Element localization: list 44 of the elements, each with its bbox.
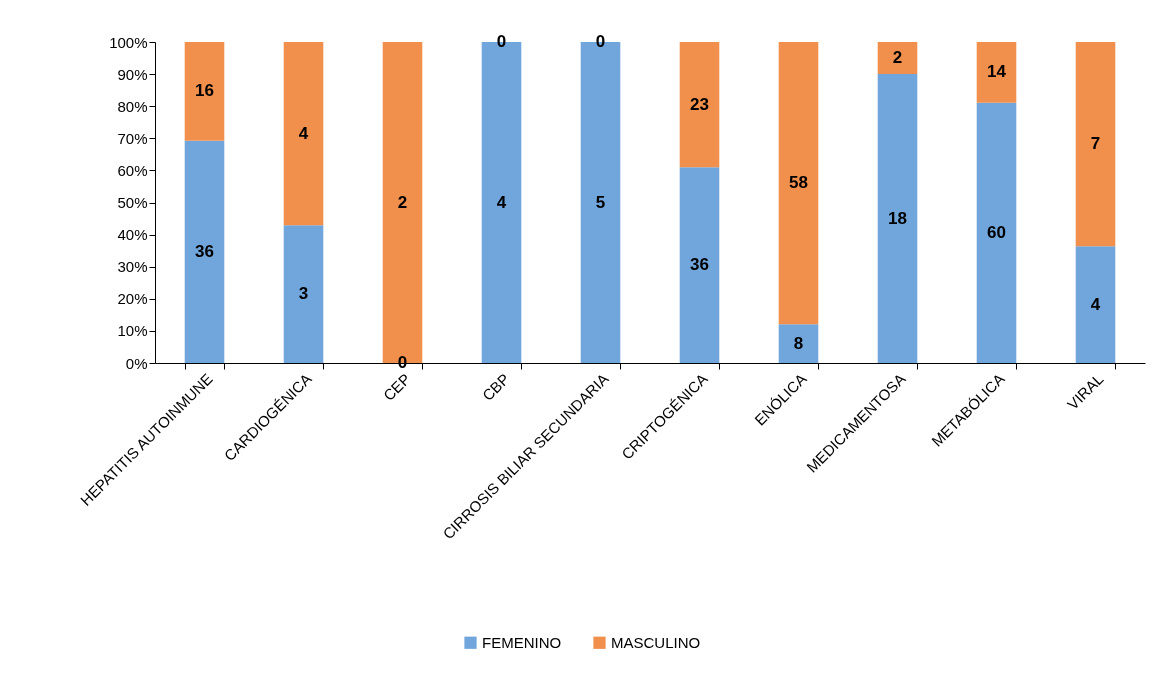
bar (976, 42, 1017, 103)
annotation: 18 (888, 208, 907, 228)
y-tick-label: 20% (117, 290, 148, 308)
bar (1075, 246, 1116, 363)
y-tick-label: 70% (117, 129, 148, 147)
y-tick-label: 90% (117, 65, 148, 83)
annotation: 5 (595, 192, 606, 212)
bar (679, 167, 720, 363)
annotation: 2 (397, 192, 408, 212)
annotation: 60 (987, 222, 1006, 242)
annotation: 36 (690, 255, 709, 275)
y-tick-label: 60% (117, 161, 148, 179)
y-tick-label: 30% (117, 258, 148, 276)
y-tick-label: 10% (117, 322, 148, 340)
annotation: 3 (298, 284, 309, 304)
annotation: 23 (690, 94, 709, 114)
annotation: 8 (793, 333, 804, 353)
bar (184, 42, 225, 141)
legend-label: MASCULINO (611, 633, 701, 651)
y-tick-label: 0% (125, 354, 148, 372)
bar (877, 74, 918, 363)
annotation: 7 (1090, 134, 1101, 154)
bar (283, 42, 324, 226)
bar (976, 102, 1017, 363)
annotation: 58 (789, 173, 808, 193)
annotation: 36 (195, 241, 214, 261)
bar (778, 324, 819, 363)
annotation: 16 (195, 81, 214, 101)
y-tick-label: 50% (117, 194, 148, 211)
annotation: 4 (1090, 294, 1101, 314)
y-tick-label: 40% (117, 226, 148, 244)
annotation: 2 (892, 48, 903, 68)
annotation: 4 (298, 123, 309, 143)
bar (184, 140, 225, 363)
annotation: 4 (496, 192, 507, 212)
bar (1075, 42, 1116, 247)
bar (283, 225, 324, 363)
annotation: 14 (987, 62, 1007, 82)
legend-label: FEMENINO (482, 633, 562, 651)
y-tick-label: 80% (117, 97, 148, 115)
bar (877, 42, 918, 75)
y-tick-label: 100% (109, 33, 148, 51)
bar (778, 42, 819, 325)
bar (679, 42, 720, 168)
